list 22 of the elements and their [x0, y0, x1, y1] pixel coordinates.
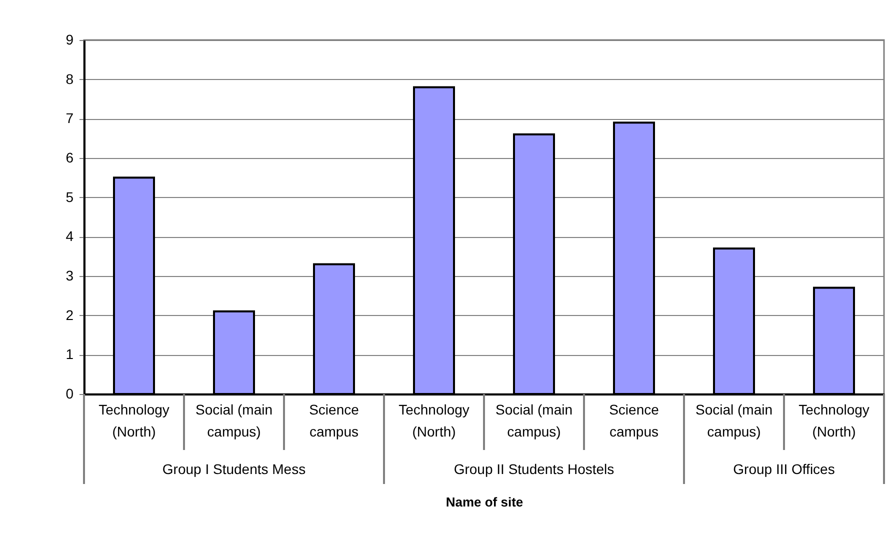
x-tick-label: Science campus [609, 402, 660, 440]
text: Group II Students Hostels [454, 461, 614, 477]
text: Group I Students Mess [162, 461, 306, 477]
y-tick-label: 6 [66, 150, 74, 166]
y-tick-label: 2 [66, 306, 74, 323]
y-tick-label: 7 [66, 110, 74, 126]
x-tick-label: Science campus [309, 402, 360, 440]
y-tick-label: 9 [66, 32, 74, 48]
x-axis-title: Name of site [446, 494, 524, 510]
text: Group III Offices [733, 461, 835, 477]
x-tick-label: Social (main campus) [695, 402, 773, 440]
x-tick-label: Technology (North) [798, 402, 870, 440]
x-tick-label: Technology (North) [398, 402, 470, 440]
y-tick-label: 8 [66, 70, 74, 87]
y-tick-label: 1 [66, 346, 74, 362]
y-tick-label: 4 [66, 228, 74, 244]
y-tick-label: 3 [66, 268, 74, 284]
y-tick-label: 5 [66, 188, 74, 205]
x-tick-label: Social (main campus) [195, 402, 273, 440]
x-tick-label: Social (main campus) [495, 402, 573, 440]
x-tick-label: Technology (North) [98, 402, 170, 440]
y-tick-label: 0 [66, 386, 74, 402]
